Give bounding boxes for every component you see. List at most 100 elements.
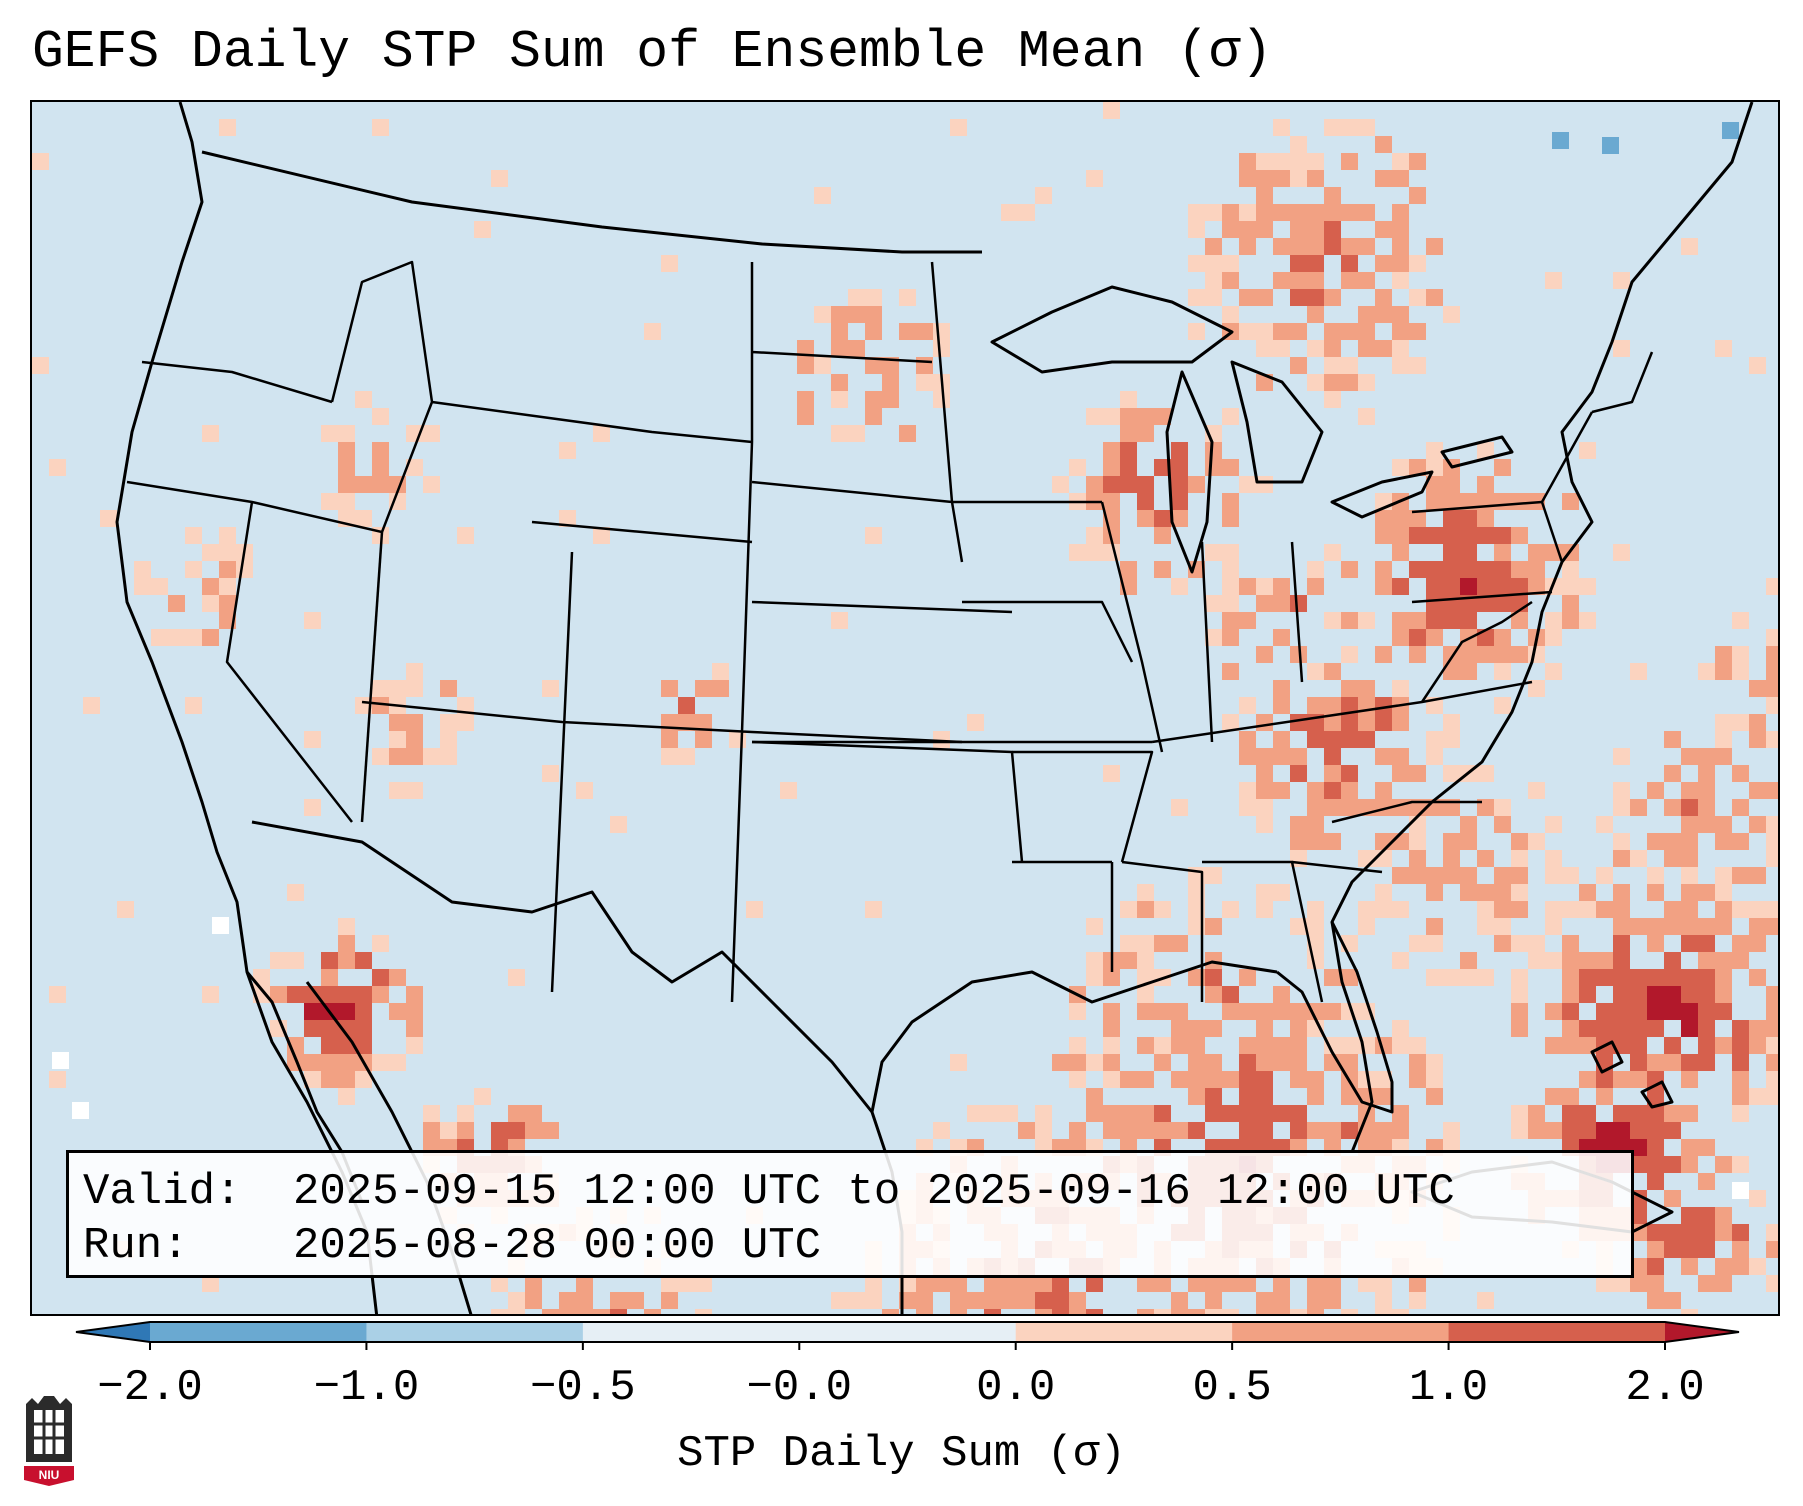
stp-cell [1392, 204, 1409, 221]
stp-cell [1273, 697, 1290, 714]
stp-cell [1715, 901, 1732, 918]
colorbar-tick-label: −0.0 [746, 1363, 853, 1413]
stp-cell [423, 1105, 440, 1122]
stp-cell [270, 952, 287, 969]
stp-cell [1307, 782, 1324, 799]
stp-cell [1341, 731, 1358, 748]
stp-cell [1494, 799, 1511, 816]
stp-cell [287, 952, 304, 969]
stp-cell [661, 731, 678, 748]
stp-cell [1222, 459, 1239, 476]
stp-cell [916, 323, 933, 340]
stp-cell [1664, 918, 1681, 935]
stp-cell [1579, 1105, 1596, 1122]
stp-cell [1222, 255, 1239, 272]
stp-cell [1375, 1071, 1392, 1088]
stp-cell [321, 952, 338, 969]
stp-cell [1341, 765, 1358, 782]
stp-cell [1307, 204, 1324, 221]
stp-cell [1392, 527, 1409, 544]
stp-cell [1222, 1309, 1239, 1314]
stp-cell [1290, 204, 1307, 221]
stp-cell [1341, 1122, 1358, 1139]
stp-cell [1392, 612, 1409, 629]
stp-cell [1120, 1105, 1137, 1122]
stp-cell [1222, 561, 1239, 578]
stp-cell [117, 901, 134, 918]
stp-cell [49, 986, 66, 1003]
stp-cell [1205, 1292, 1222, 1309]
stp-cell [1562, 1037, 1579, 1054]
stp-cell [797, 340, 814, 357]
stp-cell [1698, 969, 1715, 986]
stp-cell [1613, 782, 1630, 799]
stp-cell [1630, 1003, 1647, 1020]
stp-cell [1460, 952, 1477, 969]
stp-cell [661, 1292, 678, 1309]
stp-cell [49, 1071, 66, 1088]
stp-cell [1409, 510, 1426, 527]
stp-cell [1630, 1122, 1647, 1139]
pacific-coastline [115, 102, 379, 1314]
stp-cell [1341, 204, 1358, 221]
stp-cell [1749, 1020, 1766, 1037]
stp-cell [1069, 1003, 1086, 1020]
stp-cell [1324, 969, 1341, 986]
stp-cell [661, 255, 678, 272]
stp-cell [1239, 782, 1256, 799]
stp-cell [1749, 918, 1766, 935]
stp-cell [1715, 816, 1732, 833]
stp-cell [1001, 1275, 1018, 1292]
stp-cell [1460, 544, 1477, 561]
stp-cell [1409, 629, 1426, 646]
stp-cell [338, 935, 355, 952]
stp-cell [1630, 918, 1647, 935]
state-line-nc-sc [1331, 800, 1482, 824]
stp-cell [1562, 561, 1579, 578]
stp-cell [406, 680, 423, 697]
stp-cell [1375, 578, 1392, 595]
stp-cell [1052, 1309, 1069, 1314]
stp-cell [1341, 1054, 1358, 1071]
stp-cell [1698, 799, 1715, 816]
stp-cell [1494, 884, 1511, 901]
stp-cell [389, 731, 406, 748]
stp-cell [1681, 1020, 1698, 1037]
stp-cell [1749, 816, 1766, 833]
stp-cell [1341, 153, 1358, 170]
lake-ontario [1440, 435, 1514, 469]
stp-cell [712, 663, 729, 680]
stp-cell [1307, 833, 1324, 850]
stp-cell [1273, 1037, 1290, 1054]
stp-cell [1511, 901, 1528, 918]
stp-cell [1290, 1071, 1307, 1088]
stp-cell [1443, 476, 1460, 493]
stp-cell [1732, 1258, 1749, 1275]
stp-cell [304, 1054, 321, 1071]
stp-cell [355, 697, 372, 714]
stp-cell [304, 731, 321, 748]
stp-cell [1188, 561, 1205, 578]
stp-cell [1290, 272, 1307, 289]
map-panel[interactable] [30, 100, 1780, 1316]
stp-cell [1324, 765, 1341, 782]
stp-cell [865, 391, 882, 408]
stp-cell [1545, 1122, 1562, 1139]
stp-cell [950, 1054, 967, 1071]
stp-cell [1256, 204, 1273, 221]
stp-cell [338, 1088, 355, 1105]
stp-cell [1664, 850, 1681, 867]
stp-cell [559, 442, 576, 459]
stp-cell [1256, 646, 1273, 663]
stp-cell [1273, 238, 1290, 255]
valid-value: 2025-09-15 12:00 UTC to 2025-09-16 12:00… [293, 1167, 1455, 1217]
stp-cell [372, 969, 389, 986]
stp-cell [899, 323, 916, 340]
stp-cell [1681, 1258, 1698, 1275]
stp-cell [1307, 1275, 1324, 1292]
stp-cell [1188, 289, 1205, 306]
stp-cell [1307, 1071, 1324, 1088]
stp-cell [797, 357, 814, 374]
stp-cell [1290, 153, 1307, 170]
